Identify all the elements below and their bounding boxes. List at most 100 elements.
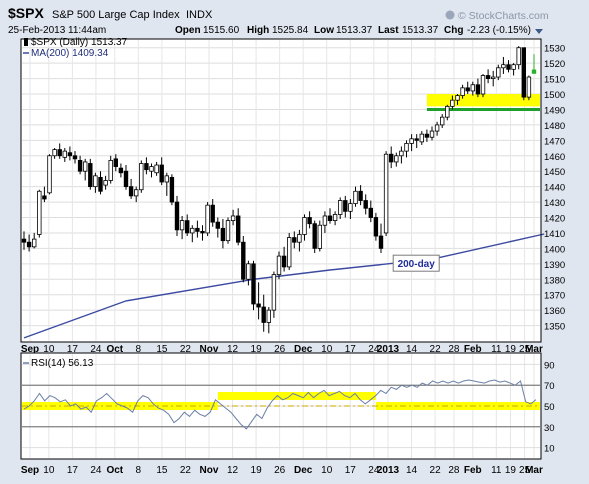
candle — [322, 211, 328, 233]
price-tick-label: 1460 — [544, 152, 565, 163]
x-tick-label: Feb — [464, 465, 482, 476]
candle — [88, 158, 93, 190]
candle — [169, 174, 175, 206]
candle — [302, 214, 307, 241]
candle-body-down — [220, 227, 226, 242]
x-tick-label: Oct — [106, 344, 123, 355]
candle-body-up — [154, 164, 159, 174]
candle — [434, 121, 440, 136]
price-panel-border — [20, 38, 542, 343]
candle — [343, 195, 348, 218]
candle-body-down — [388, 153, 394, 163]
x-tick-label: 19 — [251, 465, 263, 476]
candle-body-down — [159, 164, 164, 183]
open-label: Open — [175, 25, 201, 36]
candle — [409, 134, 414, 152]
price-tick-label: 1510 — [544, 75, 565, 86]
candle — [404, 140, 409, 158]
candle-body-up — [348, 203, 353, 212]
highlight-zone — [426, 94, 540, 107]
candle-body-up — [164, 175, 169, 183]
candle-body-down — [281, 255, 287, 268]
x-tick-label: 11 — [491, 344, 502, 355]
candle-body-down — [21, 238, 27, 243]
candle — [399, 146, 404, 164]
price-grid — [22, 40, 540, 341]
candle — [506, 60, 511, 73]
candle — [57, 143, 62, 159]
candle-body-up — [302, 217, 307, 235]
candle — [455, 94, 460, 105]
x-tick-label: 10 — [321, 344, 333, 355]
candle — [496, 64, 501, 81]
candle — [256, 282, 261, 320]
x-tick-label: 24 — [368, 465, 380, 476]
candle-body-down — [184, 220, 190, 234]
price-legend: $SPX (Daily) 1513.37 — [31, 37, 128, 48]
candle — [271, 271, 277, 318]
candle-body-up — [511, 64, 516, 70]
candle — [77, 155, 83, 175]
candle — [516, 46, 521, 70]
candle-body-up — [47, 155, 52, 194]
last-label: Last — [378, 25, 399, 36]
price-tick-label: 1520 — [544, 59, 565, 70]
x-tick-label: 8 — [136, 465, 142, 476]
candle — [251, 260, 256, 311]
candle-body-down — [98, 176, 103, 192]
candle — [317, 220, 322, 252]
candle-body-down — [414, 138, 419, 141]
dropdown-arrow-icon[interactable] — [535, 29, 543, 34]
candle-body-up — [501, 64, 506, 69]
candle — [292, 231, 297, 249]
price-tick-label: 1360 — [544, 306, 565, 317]
candle — [429, 126, 435, 141]
candle-body-up — [32, 238, 37, 248]
candle — [32, 232, 37, 249]
price-tick-label: 1500 — [544, 90, 565, 101]
candle-body-down — [26, 241, 32, 248]
candle — [118, 163, 124, 178]
candle — [297, 229, 302, 252]
rsi-tick-label: 30 — [544, 423, 555, 434]
price-tick-label: 1530 — [544, 44, 565, 55]
candle — [139, 160, 144, 193]
x-tick-label: 10 — [43, 465, 55, 476]
price-tick-label: 1410 — [544, 229, 565, 240]
rsi-highlight-bar — [217, 392, 376, 400]
candle — [21, 231, 27, 250]
candle — [358, 185, 363, 206]
candle — [190, 225, 195, 243]
candle-body-down — [343, 200, 348, 212]
candle-body-up — [149, 166, 154, 172]
candle-body-down — [485, 75, 491, 79]
candle-body-up — [480, 75, 486, 95]
x-tick-label: 25 — [519, 465, 531, 476]
candle-body-down — [261, 306, 266, 323]
rsi-line-layer — [23, 379, 537, 430]
x-tick-label: 10 — [43, 344, 55, 355]
chg-value: -2.23 (-0.15%) — [467, 25, 531, 36]
x-tick-label: Nov — [200, 344, 219, 355]
candle — [531, 54, 537, 74]
candle — [149, 163, 154, 178]
candle-body-up — [526, 76, 532, 98]
x-tick-label: 11 — [491, 465, 502, 476]
candle — [388, 146, 394, 169]
candle — [368, 200, 373, 223]
credit[interactable]: © StockCharts.com — [458, 10, 549, 22]
price-tick-label: 1470 — [544, 136, 565, 147]
candle — [276, 251, 282, 280]
candle — [526, 75, 532, 101]
candle — [363, 194, 368, 215]
candle — [47, 154, 52, 195]
candle-body-up — [205, 204, 210, 234]
candle-body-up — [246, 263, 251, 280]
candle — [501, 56, 506, 74]
candle — [210, 198, 215, 227]
annotation-200-day: 200-day — [398, 259, 436, 270]
candle-body-down — [169, 176, 175, 203]
candle — [424, 129, 430, 142]
x-tick-label: Feb — [464, 344, 482, 355]
x-tick-label: 22 — [430, 465, 442, 476]
